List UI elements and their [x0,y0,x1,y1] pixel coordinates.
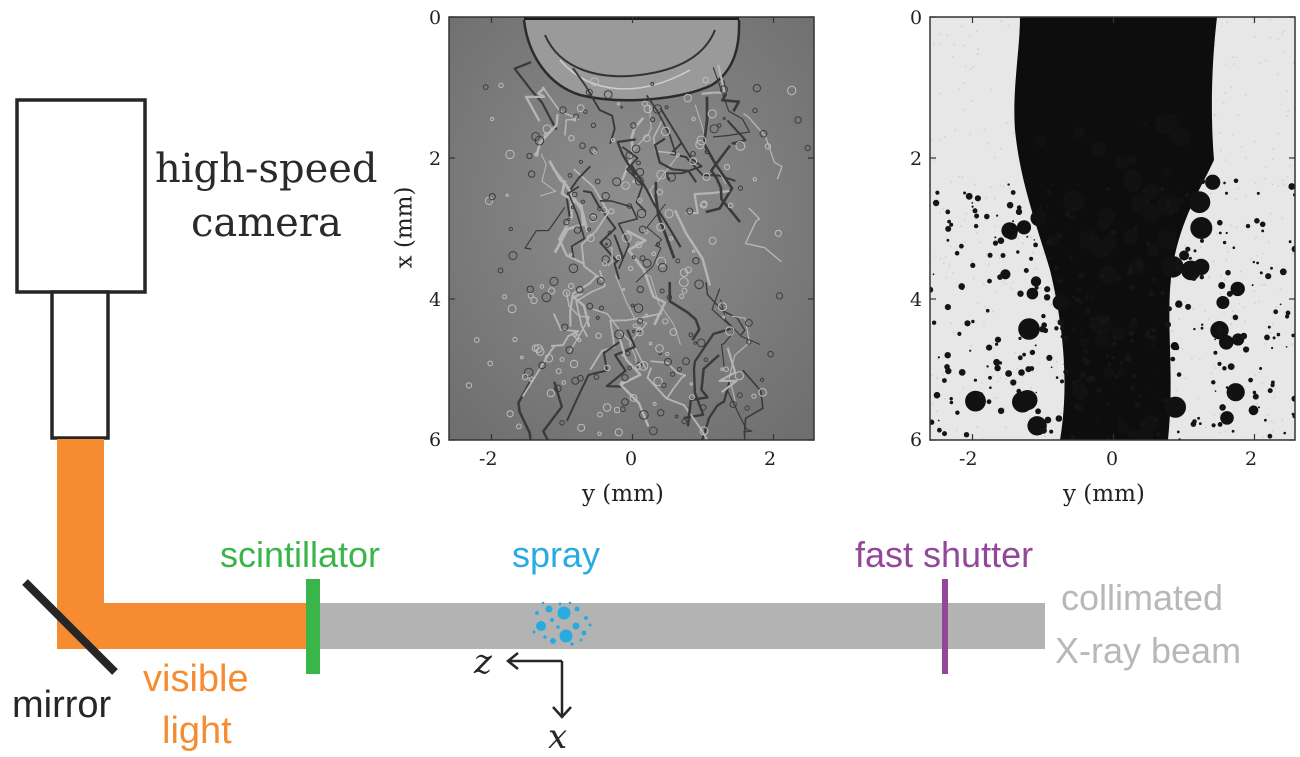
beam-label-line1: collimated [1061,577,1224,618]
scintillator-label: scintillator [220,534,381,575]
left-xtick-0: 0 [625,448,638,470]
right-ytick-0: 0 [910,7,923,29]
camera-label-line1: high-speed [155,146,378,192]
camera-body [15,98,147,294]
beam-label-line2: X-ray beam [1055,630,1242,671]
phase-contrast-image [449,17,814,440]
spray-label: spray [512,534,601,575]
axis-x-label: x [548,717,568,757]
xray-beam [318,603,1045,649]
axis-z-label: z [474,642,492,682]
coordinate-axes [505,652,572,719]
left-ytick-4: 4 [429,289,442,311]
left-ytick-6: 6 [429,429,442,451]
absorption-image [930,17,1295,440]
left-xtick-2: 2 [764,448,777,470]
right-xtick-2: 2 [1245,448,1258,470]
left-xtick-m2: -2 [479,448,498,470]
left-ytick-2: 2 [429,148,442,170]
right-ytick-2: 2 [910,148,923,170]
left-xlabel: y (mm) [582,481,664,507]
mirror-label: mirror [12,684,112,726]
phase-contrast-frame [448,16,815,441]
left-ytick-0: 0 [429,7,442,29]
axis-ticks [449,16,1295,441]
fast-shutter-label: fast shutter [855,534,1034,575]
right-ytick-6: 6 [910,429,923,451]
right-xtick-m2: -2 [959,448,978,470]
scintillator-plate [306,579,320,674]
right-xlabel: y (mm) [1063,481,1145,507]
right-ytick-4: 4 [910,289,923,311]
visible-light-label-line2: light [162,710,232,752]
spray-droplets [532,601,592,646]
mirror-line [22,579,118,675]
visible-light-horizontal [57,603,307,649]
right-xtick-0: 0 [1106,448,1119,470]
camera-label-line2: camera [191,200,342,246]
absorption-frame [929,16,1296,441]
left-ylabel: x (mm) [391,186,418,269]
visible-light-label-line1: visible [143,658,249,700]
camera-lens [50,290,110,440]
shutter-plate [942,579,948,674]
